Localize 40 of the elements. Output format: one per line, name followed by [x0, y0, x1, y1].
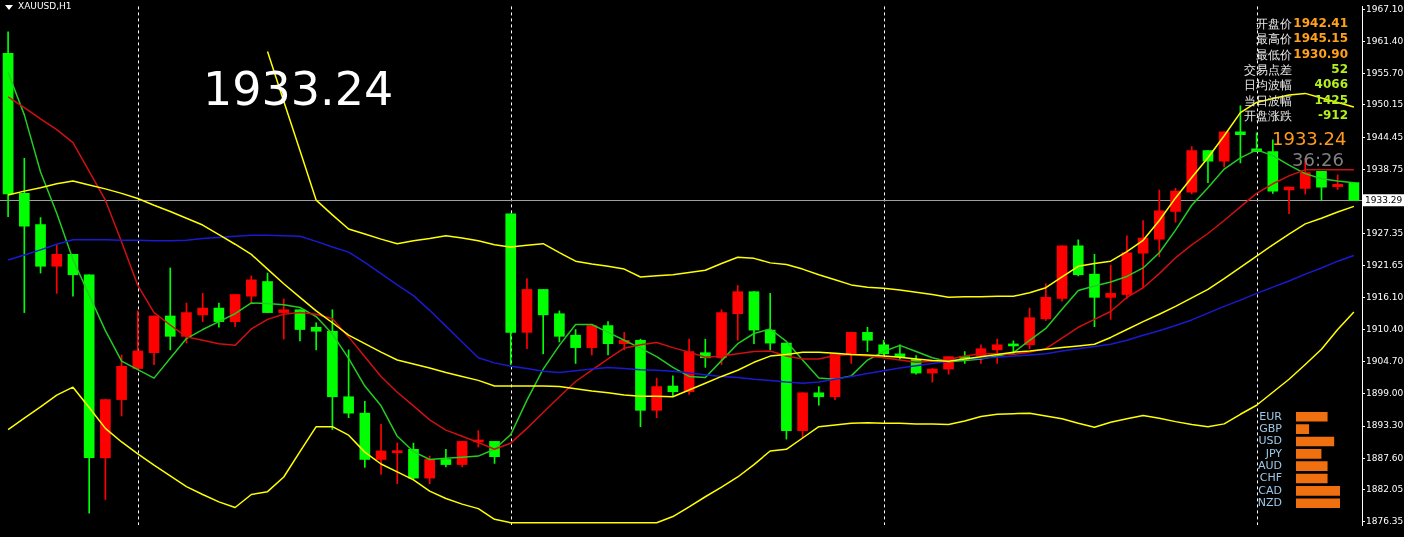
y-tick-label: 1961.40 — [1366, 35, 1404, 46]
y-tick-label: 1950.15 — [1366, 99, 1404, 110]
annotation: 1942.41 — [1293, 16, 1348, 30]
annotation: 52 — [1331, 61, 1348, 76]
y-tick-label: 1899.00 — [1366, 388, 1404, 399]
annotation: 最低价 — [1255, 46, 1292, 64]
y-tick-label: 1893.30 — [1366, 420, 1404, 431]
y-tick-label: CAD — [1258, 483, 1282, 497]
y-tick-label: 1887.60 — [1366, 452, 1404, 463]
y-tick-label: NZD — [1257, 496, 1282, 510]
y-tick-label: EUR — [1259, 409, 1283, 423]
y-tick-label: GBP — [1259, 421, 1283, 435]
annotation: 1945.15 — [1293, 31, 1348, 46]
y-tick-label: 1967.10 — [1366, 3, 1404, 14]
y-tick-label: 1904.70 — [1366, 356, 1404, 367]
annotation: 交易点差 — [1243, 61, 1292, 79]
y-tick-label: JPY — [1264, 446, 1283, 460]
y-tick-label: 1938.75 — [1366, 163, 1404, 174]
y-tick-label: 1927.35 — [1366, 228, 1404, 239]
y-tick-label: 1921.65 — [1366, 260, 1404, 271]
annotation: 开盘涨跌 — [1243, 107, 1292, 125]
y-tick-label: 1944.45 — [1366, 131, 1404, 142]
annotation: 4066 — [1314, 77, 1348, 92]
y-tick-label: 1955.70 — [1366, 67, 1404, 78]
y-tick-label: USD — [1258, 434, 1282, 448]
ref-line-label: 1933.29 — [1365, 194, 1403, 205]
annotation: 1933.24 — [1272, 128, 1347, 149]
y-tick-label: CHF — [1259, 471, 1282, 485]
y-tick-label: 1882.05 — [1366, 484, 1404, 495]
y-tick-label: 1876.35 — [1366, 516, 1404, 527]
y-tick-label: 1910.40 — [1366, 323, 1404, 334]
annotation: -912 — [1317, 107, 1348, 122]
annotation: 开盘价 — [1255, 16, 1292, 33]
y-tick-label: AUD — [1257, 459, 1282, 473]
annotation: 1930.90 — [1293, 46, 1348, 61]
chart-title: XAUUSD,H1 — [18, 1, 72, 11]
annotation: 日均波幅 — [1243, 77, 1292, 95]
annotation: 36:26 — [1292, 149, 1344, 170]
annotation: 最高价 — [1255, 31, 1292, 49]
y-tick-label: 1916.10 — [1366, 291, 1404, 302]
